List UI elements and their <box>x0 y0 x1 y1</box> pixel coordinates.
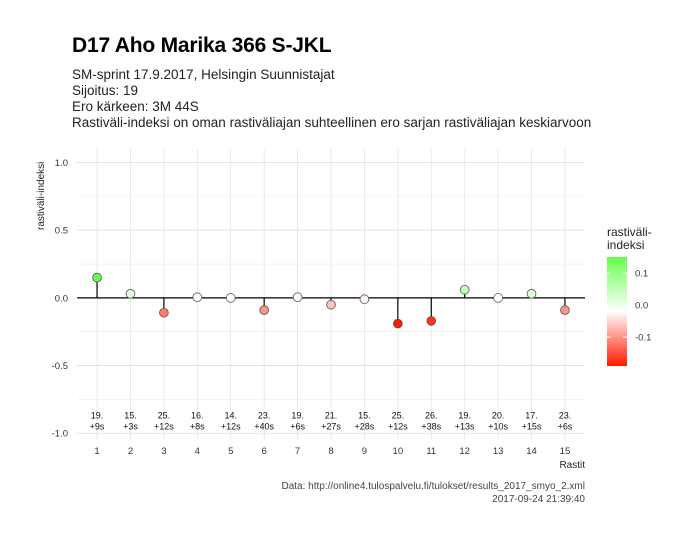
rank-label: 23. <box>559 410 572 420</box>
x-tick-label: 4 <box>195 446 200 457</box>
caption-timestamp: 2017-09-24 21:39:40 <box>492 494 585 505</box>
data-point <box>125 289 136 299</box>
time-diff-label: +9s <box>90 421 105 431</box>
x-tick-label: 3 <box>161 446 166 457</box>
rank-label: 15. <box>124 410 137 420</box>
rank-label: 20. <box>492 410 505 420</box>
y-tick-label: -0.5 <box>52 361 68 372</box>
rank-label: 15. <box>358 410 371 420</box>
time-diff-label: +8s <box>190 421 205 431</box>
rank-label: 26. <box>425 410 438 420</box>
rank-label: 25. <box>392 410 405 420</box>
data-point <box>292 292 303 303</box>
data-point <box>225 293 236 303</box>
rank-label: 19. <box>91 410 104 420</box>
subtitle-placement: Sijoitus: 19 <box>72 83 139 98</box>
rank-label: 21. <box>325 410 338 420</box>
rank-label: 14. <box>224 410 237 420</box>
x-tick-label: 13 <box>493 446 504 457</box>
x-tick-label: 14 <box>526 446 537 457</box>
point-layer <box>92 272 570 329</box>
x-tick-label: 1 <box>94 446 99 457</box>
x-tick-label: 12 <box>459 446 470 457</box>
data-point <box>393 318 403 329</box>
y-tick-label: -1.0 <box>52 429 68 440</box>
x-tick-label: 7 <box>295 446 300 457</box>
subtitle-description: Rastiväli-indeksi on oman rastiväliajan … <box>72 115 592 130</box>
data-point <box>259 305 269 315</box>
chart-title: D17 Aho Marika 366 S-JKL <box>72 34 332 57</box>
x-axis-label: Rastit <box>559 460 585 471</box>
time-diff-label: +13s <box>455 421 475 431</box>
x-tick-label: 15 <box>560 446 571 457</box>
data-point <box>426 316 437 326</box>
time-diff-label: +38s <box>421 421 441 431</box>
subtitle-gap: Ero kärkeen: 3M 44S <box>72 99 199 114</box>
rank-label: 17. <box>525 410 538 420</box>
time-diff-label: +6s <box>558 421 573 431</box>
time-diff-label: +28s <box>355 421 375 431</box>
y-tick-label: 0.5 <box>55 226 68 237</box>
x-tick-label: 8 <box>328 446 333 457</box>
data-point <box>560 305 570 315</box>
legend-colorbar <box>607 257 627 366</box>
x-tick-label: 2 <box>128 446 133 457</box>
data-point <box>326 299 336 310</box>
time-diff-label: +27s <box>321 421 341 431</box>
data-point <box>159 307 169 318</box>
legend-tick-label: 0.1 <box>635 269 648 280</box>
data-point <box>493 293 503 303</box>
subtitle-event: SM-sprint 17.9.2017, Helsingin Suunnista… <box>72 67 335 82</box>
time-diff-label: +3s <box>123 421 138 431</box>
time-diff-label: +15s <box>522 421 542 431</box>
x-tick-label: 5 <box>228 446 233 457</box>
x-tick-label: 11 <box>426 446 436 457</box>
rank-label: 23. <box>258 410 271 420</box>
legend-tick-label: -0.1 <box>635 333 651 344</box>
rank-label: 16. <box>191 410 204 420</box>
legend-title-line-2: indeksi <box>607 238 645 252</box>
legend-title-line-1: rastiväli- <box>607 225 652 239</box>
y-tick-label: 1.0 <box>55 158 68 169</box>
x-tick-label: 10 <box>393 446 404 457</box>
data-point <box>526 289 537 299</box>
y-tick-label: 0.0 <box>55 293 68 304</box>
x-tick-label: 6 <box>262 446 267 457</box>
rank-label: 19. <box>458 410 471 420</box>
grid-layer <box>77 149 585 440</box>
time-diff-label: +12s <box>154 421 174 431</box>
y-axis-label: rastiväli-indeksi <box>36 161 47 230</box>
data-point <box>192 292 203 303</box>
rank-label: 19. <box>291 410 304 420</box>
legend-layer: 0.1 0.0 -0.1 <box>607 257 651 366</box>
data-point <box>459 284 470 295</box>
x-tick-label: 9 <box>362 446 367 457</box>
legend-title: rastiväli- indeksi <box>607 226 652 252</box>
time-diff-label: +12s <box>388 421 408 431</box>
time-diff-label: +6s <box>290 421 305 431</box>
time-diff-label: +40s <box>254 421 274 431</box>
time-diff-label: +10s <box>488 421 508 431</box>
data-point <box>92 272 102 283</box>
data-label-layer: 19.+9s15.+3s25.+12s16.+8s14.+12s23.+40s1… <box>90 410 573 431</box>
data-point <box>359 294 370 305</box>
time-diff-label: +12s <box>221 421 241 431</box>
caption-source: Data: http://online4.tulospalvelu.fi/tul… <box>281 481 585 492</box>
rank-label: 25. <box>158 410 171 420</box>
legend-tick-label: 0.0 <box>635 301 648 312</box>
